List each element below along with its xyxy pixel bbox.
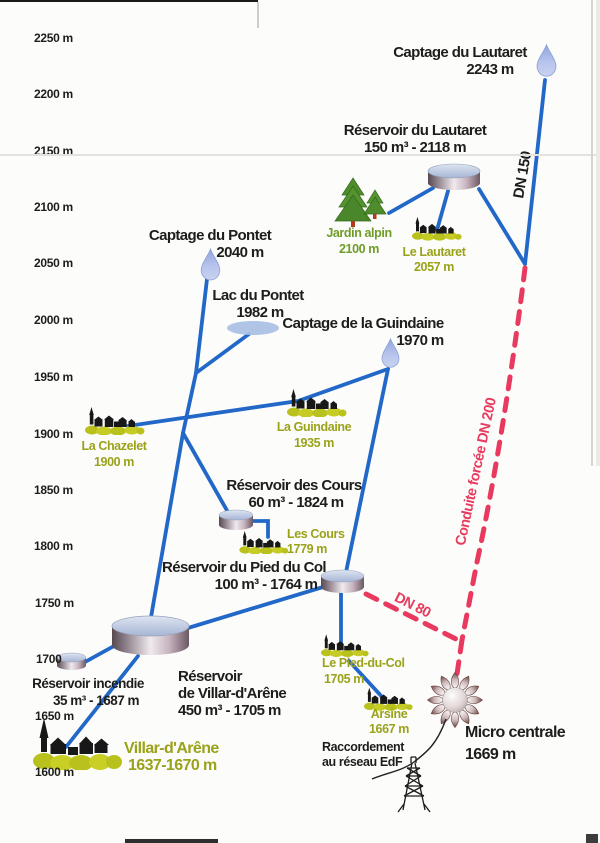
axis-tick: 1850 m — [34, 483, 73, 497]
reservoir-lautaret-label: Réservoir du Lautaret — [343, 122, 487, 139]
pipe — [83, 644, 116, 664]
scan-edge-top — [0, 0, 258, 2]
arsine-alt: 1667 m — [369, 722, 409, 736]
captage-lautaret-label: Captage du Lautaret — [393, 44, 527, 61]
axis-tick: 2000 m — [34, 313, 73, 327]
axis-tick: 1700 — [36, 652, 62, 666]
axis-tick: 2050 m — [34, 256, 73, 270]
penstock-dn200 — [459, 265, 528, 643]
pylon-icon — [397, 756, 431, 813]
pipe — [435, 189, 450, 232]
pipe — [64, 654, 140, 749]
raccordement-label-2: au réseau EdF — [322, 755, 403, 769]
lake-icon — [227, 321, 279, 335]
scan-mark-bottom — [125, 839, 218, 843]
reservoir-lautaret-detail: 150 m³ - 2118 m — [364, 139, 467, 156]
la-guindaine-label: La Guindaine — [276, 420, 352, 434]
reservoir-villar-label-2: de Villar-d'Arêne — [178, 685, 287, 702]
micro-centrale-alt: 1669 m — [465, 746, 516, 763]
la-chazelet-alt: 1900 m — [94, 455, 134, 469]
village-icon — [85, 407, 145, 435]
reservoir-cours-label: Réservoir des Cours — [226, 477, 362, 494]
blue-pipes — [64, 78, 547, 749]
turbine-icon — [427, 672, 483, 728]
captage-lautaret-alt: 2243 m — [466, 61, 514, 78]
reservoir-cours-detail: 60 m³ - 1824 m — [248, 494, 345, 511]
axis-tick: 1600 m — [35, 765, 74, 779]
reservoir-lautaret-icon — [427, 163, 481, 190]
micro-centrale-label: Micro centrale — [465, 724, 566, 741]
scan-mark-corner — [586, 834, 598, 843]
reservoir-incendie-label: Réservoir incendie — [32, 676, 144, 691]
scan-fold-line — [0, 154, 600, 156]
pipe — [477, 187, 527, 266]
pipe — [148, 277, 209, 625]
edf-wire — [371, 718, 447, 780]
tree-icon — [334, 177, 387, 227]
axis-tick: 1950 m — [34, 370, 73, 384]
scan-crease-vertical — [257, 2, 259, 28]
arsine-label: Arsine — [370, 707, 408, 721]
axis-tick: 1650 m — [35, 709, 74, 723]
raccordement-label-1: Raccordement — [322, 740, 405, 754]
pipe — [347, 659, 386, 701]
reservoir-cours-icon — [218, 509, 254, 530]
jardin-alpin-alt: 2100 m — [339, 242, 379, 256]
les-cours-label: Les Cours — [287, 527, 345, 541]
la-chazelet-label: La Chazelet — [81, 439, 147, 453]
reservoir-pied-du-col-icon — [320, 569, 365, 593]
scan-edge-right — [591, 0, 593, 466]
captage-guindaine-label: Captage de la Guindaine — [282, 315, 444, 332]
penstock-drop — [454, 637, 465, 677]
water-drop-icon — [536, 44, 557, 77]
axis-tick: 2250 m — [34, 31, 73, 45]
villar-darene-alt: 1637-1670 m — [128, 757, 217, 774]
village-icon — [33, 718, 122, 770]
red-penstock — [363, 265, 528, 677]
lac-pontet-alt: 1982 m — [236, 304, 284, 321]
reservoir-incendie-detail: 35 m³ - 1687 m — [52, 693, 140, 708]
captage-pontet-alt: 2040 m — [216, 244, 264, 261]
village-icon — [239, 531, 289, 554]
axis-tick: 2200 m — [34, 87, 73, 101]
les-cours-alt: 1779 m — [287, 542, 327, 556]
reservoir-villar-detail: 450 m³ - 1705 m — [178, 702, 281, 719]
villar-darene-label: Villar-d'Arêne — [124, 740, 219, 757]
reservoir-pied-du-col-detail: 100 m³ - 1764 m — [214, 576, 318, 593]
lac-pontet-label: Lac du Pontet — [212, 287, 304, 304]
captage-guindaine-alt: 1970 m — [396, 332, 444, 349]
captage-pontet-label: Captage du Pontet — [148, 227, 272, 244]
pipe — [523, 78, 547, 266]
village-icon — [321, 634, 369, 658]
la-guindaine-alt: 1935 m — [294, 436, 334, 450]
le-lautaret-label: Le Lautaret — [402, 245, 466, 259]
axis-tick: 1750 m — [35, 596, 74, 610]
reservoir-villar-icon — [111, 615, 190, 655]
pipe — [250, 519, 270, 539]
scan-margin-right — [596, 0, 600, 466]
le-pied-du-col-alt: 1705 m — [324, 672, 364, 686]
pipe — [194, 332, 251, 375]
le-lautaret-alt: 2057 m — [414, 260, 454, 274]
pipe — [186, 585, 325, 630]
le-pied-du-col-label: Le Pied-du-Col — [322, 656, 405, 670]
reservoir-villar-label-1: Réservoir — [178, 668, 242, 685]
jardin-alpin-label: Jardin alpin — [326, 226, 392, 240]
reservoir-pied-du-col-label: Réservoir du Pied du Col — [162, 559, 327, 576]
pipe — [343, 367, 390, 579]
axis-tick: 2100 m — [34, 200, 73, 214]
reservoir-incendie-icon — [56, 652, 87, 670]
axis-tick: 1800 m — [34, 539, 73, 553]
axis-tick: 1900 m — [34, 427, 73, 441]
pipe — [181, 431, 231, 516]
penstock-dn80 — [363, 591, 461, 643]
pipe — [387, 186, 435, 215]
pipe — [126, 367, 390, 428]
